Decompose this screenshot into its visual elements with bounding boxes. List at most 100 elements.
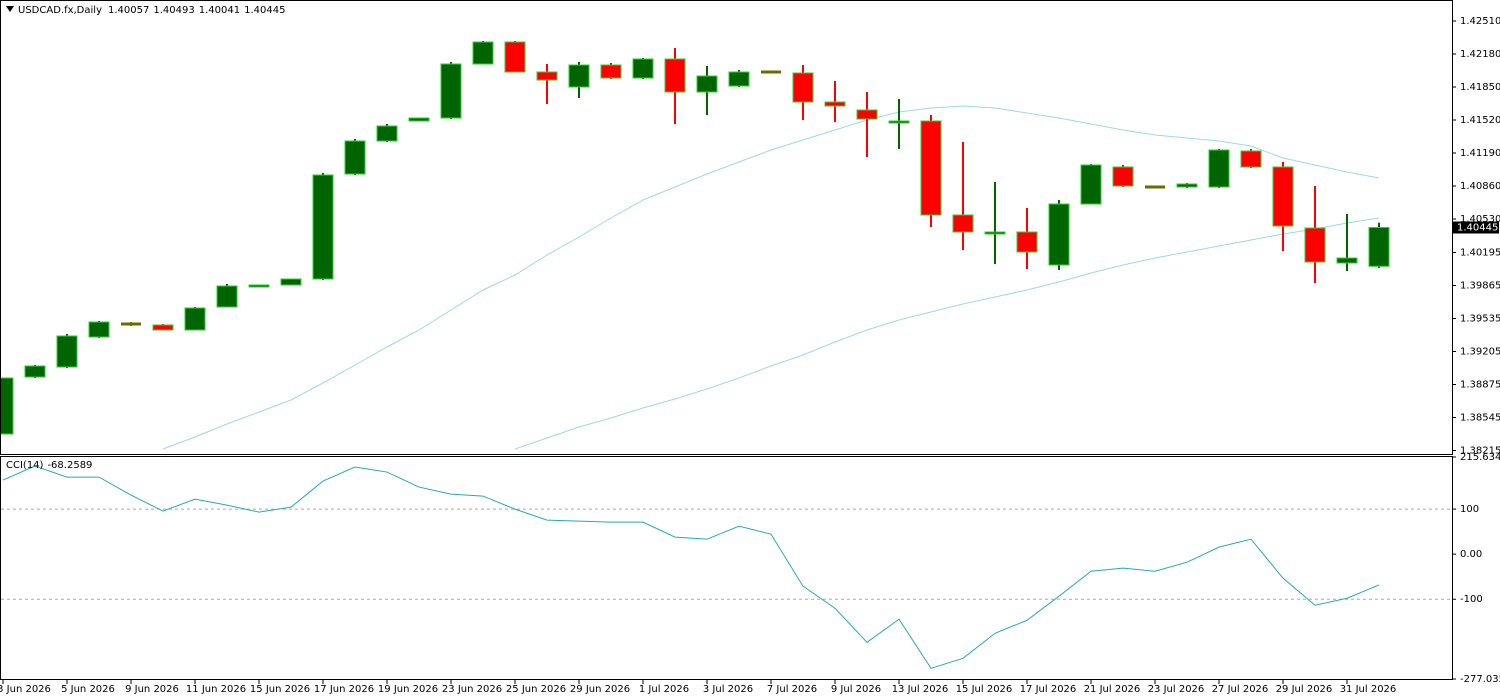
y-tick-label: 1.38875 — [1460, 380, 1500, 391]
candle-body — [344, 140, 366, 175]
x-tick-label: 3 Jul 2026 — [703, 684, 753, 695]
x-tick-label: 9 Jun 2026 — [125, 684, 179, 695]
cci-header: CCI(14) -68.2589 — [6, 460, 92, 471]
x-tick-label: 1 Jul 2026 — [639, 684, 689, 695]
y-tick-label: 1.39205 — [1460, 347, 1500, 358]
x-tick-label: 19 Jun 2026 — [378, 684, 438, 695]
x-tick-label: 7 Jul 2026 — [767, 684, 817, 695]
y-tick-label: 1.41520 — [1460, 115, 1500, 126]
candle-body — [1176, 183, 1198, 188]
candle-body — [152, 324, 174, 331]
candle-body — [376, 125, 398, 142]
candle-body — [1, 377, 14, 435]
y-tick-label: 1.38215 — [1460, 446, 1500, 457]
y-tick-label: 215.6349 — [1460, 452, 1500, 463]
candle-body — [1016, 231, 1038, 253]
candle-body — [1272, 166, 1294, 227]
y-tick-label: 1.40195 — [1460, 248, 1500, 259]
symbol-menu-icon[interactable] — [6, 6, 14, 12]
candle-body — [632, 58, 654, 79]
x-tick-label: 9 Jul 2026 — [831, 684, 881, 695]
candle-body — [952, 214, 974, 233]
current-price-box — [1453, 221, 1499, 234]
x-tick-label: 15 Jul 2026 — [956, 684, 1013, 695]
candle-body — [280, 278, 302, 286]
y-tick-label: 100 — [1460, 504, 1479, 515]
candle-body — [24, 365, 46, 378]
candle-body — [248, 284, 270, 288]
candle-body — [184, 307, 206, 331]
x-tick-label: 3 Jun 2026 — [0, 684, 51, 695]
cci-value: -68.2589 — [47, 460, 92, 471]
chart-header: USDCAD.fx,Daily 1.40057 1.40493 1.40041 1.40… — [18, 5, 285, 16]
header-close: 1.40445 — [244, 5, 285, 16]
x-tick-label: 13 Jul 2026 — [892, 684, 949, 695]
candle-body — [728, 71, 750, 87]
axes: 1.42510 1.42180 1.41850 1.41520 1.41190 1.408… — [0, 5, 1500, 695]
x-tick-label: 21 Jul 2026 — [1084, 684, 1141, 695]
header-high: 1.40493 — [153, 5, 194, 16]
x-tick-label: 29 Jun 2026 — [570, 684, 630, 695]
price-pane-border — [0, 0, 1453, 455]
y-tick-label: 1.41190 — [1460, 148, 1500, 159]
price-plot — [1, 41, 1390, 450]
chart-title: USDCAD.fx,Daily — [18, 5, 102, 16]
candle-body — [408, 117, 430, 122]
x-tick-label: 27 Jul 2026 — [1212, 684, 1269, 695]
candle-body — [696, 75, 718, 93]
x-tick-label: 25 Jun 2026 — [506, 684, 566, 695]
candle-body — [600, 64, 622, 79]
candle-body — [920, 120, 942, 216]
y-tick-label: -277.0357 — [1460, 674, 1500, 685]
header-low: 1.40041 — [199, 5, 240, 16]
x-tick-label: 11 Jun 2026 — [186, 684, 246, 695]
candle-body — [536, 71, 558, 81]
x-tick-label: 29 Jul 2026 — [1276, 684, 1333, 695]
candle-body — [1208, 149, 1230, 188]
candle-body — [856, 109, 878, 120]
header-open: 1.40057 — [108, 5, 149, 16]
x-tick-label: 17 Jul 2026 — [1020, 684, 1077, 695]
candle-body — [984, 231, 1006, 235]
y-tick-label: 1.42510 — [1460, 16, 1500, 27]
candle-body — [1336, 257, 1358, 264]
moving-average-line — [514, 217, 1380, 450]
candle-body — [568, 64, 590, 88]
candle-body — [824, 101, 846, 107]
candle-body — [216, 285, 238, 308]
y-tick-label: 1.42180 — [1460, 49, 1500, 60]
cci-pane-border — [0, 456, 1453, 680]
candle-body — [504, 41, 526, 73]
y-tick-label: 1.38545 — [1460, 413, 1500, 424]
y-tick-label: 1.39535 — [1460, 314, 1500, 325]
candle-body — [1112, 166, 1134, 187]
y-tick-label: 0.00 — [1460, 549, 1482, 560]
y-tick-label: -100 — [1460, 594, 1483, 605]
candle-body — [472, 41, 494, 65]
candle-body — [88, 321, 110, 338]
x-tick-label: 31 Jul 2026 — [1340, 684, 1397, 695]
candle-body — [1080, 164, 1102, 205]
y-tick-label: 1.40860 — [1460, 181, 1500, 192]
y-tick-label: 1.39865 — [1460, 281, 1500, 292]
candle-body — [1048, 203, 1070, 266]
candle-body — [888, 120, 910, 124]
candle-body — [1240, 150, 1262, 168]
cci-title: CCI(14) — [6, 460, 44, 471]
x-tick-label: 5 Jun 2026 — [61, 684, 115, 695]
candle-body — [440, 63, 462, 119]
x-tick-label: 15 Jun 2026 — [250, 684, 310, 695]
y-tick-label: 1.40530 — [1460, 214, 1500, 225]
x-tick-label: 23 Jun 2026 — [442, 684, 502, 695]
y-tick-label: 1.41850 — [1460, 82, 1500, 93]
current-price-label: 1.40445 — [1457, 223, 1498, 234]
cci-line — [2, 465, 1380, 669]
moving-average-line — [162, 105, 1380, 450]
candle-body — [312, 174, 334, 280]
candle-body — [664, 58, 686, 93]
x-tick-label: 23 Jul 2026 — [1148, 684, 1205, 695]
x-tick-label: 17 Jun 2026 — [314, 684, 374, 695]
candle-body — [56, 335, 78, 368]
cci-plot — [1, 465, 1452, 669]
